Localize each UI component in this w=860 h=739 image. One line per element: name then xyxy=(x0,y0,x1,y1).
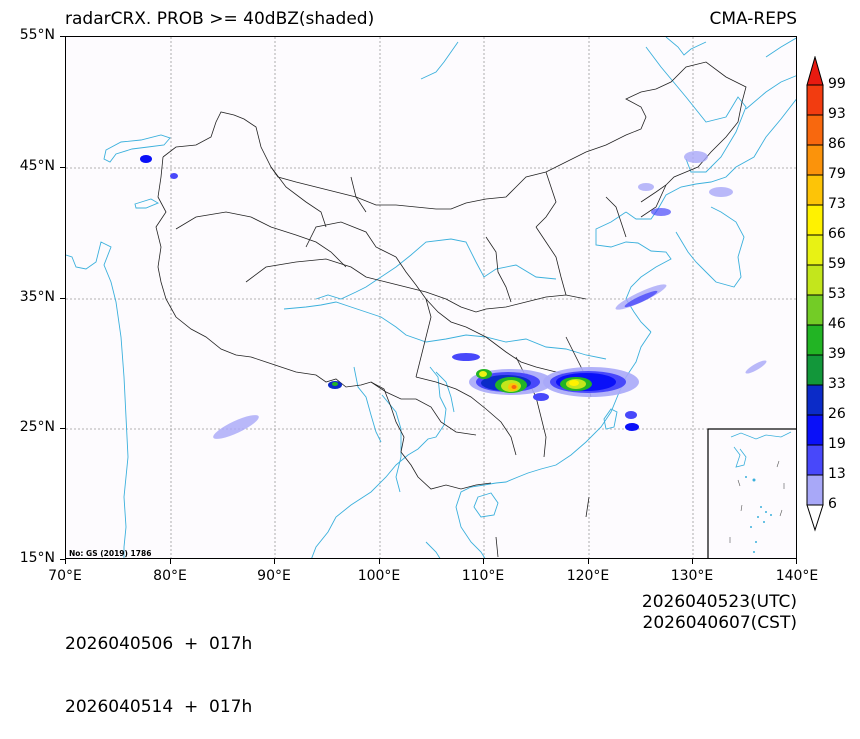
y-tick-label: 55°N xyxy=(19,27,55,43)
y-tick-label: 35°N xyxy=(19,289,55,305)
colorbar-label: 6 xyxy=(828,496,837,512)
init-time-utc: 2026040506 + 017h xyxy=(65,634,253,654)
valid-time-block: 2026040523(UTC) 2026040607(CST) xyxy=(642,592,797,634)
colorbar-label: 26 xyxy=(828,406,846,422)
x-tick-mark xyxy=(170,559,171,564)
chart-title-right: CMA-REPS xyxy=(709,9,797,29)
colorbar-label: 79 xyxy=(828,166,846,182)
x-tick-mark xyxy=(65,559,66,564)
y-tick-mark xyxy=(60,559,65,560)
y-tick-mark xyxy=(60,428,65,429)
admin-borders xyxy=(155,61,747,558)
x-tick-label: 120°E xyxy=(566,568,610,584)
x-tick-label: 140°E xyxy=(775,568,819,584)
colorbar xyxy=(806,55,826,536)
valid-time-cst: 2026040607(CST) xyxy=(642,613,797,633)
x-tick-label: 110°E xyxy=(461,568,505,584)
x-tick-label: 70°E xyxy=(48,568,82,584)
colorbar-label: 73 xyxy=(828,196,846,212)
y-tick-mark xyxy=(60,36,65,37)
init-time-cst: 2026040514 + 017h xyxy=(65,697,253,717)
x-tick-label: 90°E xyxy=(257,568,291,584)
gridlines xyxy=(66,37,796,558)
coastlines xyxy=(66,37,796,558)
chart-title-left: radarCRX. PROB >= 40dBZ(shaded) xyxy=(65,9,375,29)
map-plot-area: No: GS (2019) 1786 xyxy=(65,36,797,559)
probability-shading xyxy=(140,151,767,439)
x-tick-label: 80°E xyxy=(153,568,187,584)
colorbar-label: 53 xyxy=(828,286,846,302)
x-tick-mark xyxy=(796,559,797,564)
valid-time-utc: 2026040523(UTC) xyxy=(641,592,797,612)
y-tick-label: 45°N xyxy=(19,158,55,174)
x-tick-label: 130°E xyxy=(670,568,714,584)
init-time-block: 2026040506 + 017h 2026040514 + 017h xyxy=(65,592,252,739)
colorbar-label: 86 xyxy=(828,136,846,152)
y-tick-label: 25°N xyxy=(19,419,55,435)
colorbar-label: 66 xyxy=(828,226,846,242)
colorbar-label: 59 xyxy=(828,256,846,272)
y-tick-label: 15°N xyxy=(19,550,55,566)
x-tick-mark xyxy=(274,559,275,564)
colorbar-label: 93 xyxy=(828,106,846,122)
y-tick-mark xyxy=(60,167,65,168)
colorbar-label: 46 xyxy=(828,316,846,332)
south-china-sea-inset xyxy=(707,428,796,558)
x-tick-mark xyxy=(692,559,693,564)
colorbar-label: 13 xyxy=(828,466,846,482)
y-tick-mark xyxy=(60,298,65,299)
x-tick-mark xyxy=(483,559,484,564)
colorbar-graphic xyxy=(806,55,824,532)
colorbar-label: 33 xyxy=(828,376,846,392)
x-tick-mark xyxy=(588,559,589,564)
colorbar-label: 19 xyxy=(828,436,846,452)
x-tick-mark xyxy=(379,559,380,564)
x-tick-label: 100°E xyxy=(357,568,401,584)
map-approval-number: No: GS (2019) 1786 xyxy=(69,549,152,558)
colorbar-label: 99 xyxy=(828,76,846,92)
colorbar-label: 39 xyxy=(828,346,846,362)
map-canvas xyxy=(66,37,796,558)
